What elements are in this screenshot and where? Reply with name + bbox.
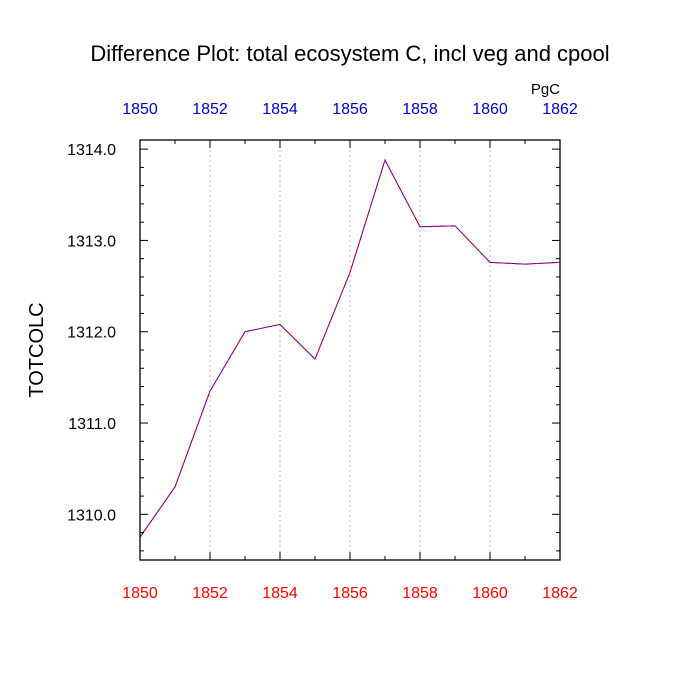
x-tick-label-top-1854: 1854 (262, 101, 298, 118)
data-series (139, 158, 561, 538)
chart-title: Difference Plot: total ecosystem C, incl… (90, 41, 609, 66)
x-tick-label-bottom-1862: 1862 (542, 585, 578, 602)
x-tick-label-top-1852: 1852 (192, 101, 228, 118)
x-tick-label-bottom-1852: 1852 (192, 585, 228, 602)
y-tick-label-1310: 1310.0 (67, 507, 116, 524)
x-tick-label-top-1862: 1862 (542, 101, 578, 118)
x-tick-label-top-1856: 1856 (332, 101, 368, 118)
x-tick-label-bottom-1856: 1856 (332, 585, 368, 602)
y-tick-label-1314: 1314.0 (67, 142, 116, 159)
x-tick-label-bottom-1850: 1850 (122, 585, 158, 602)
plot-frame (139, 139, 561, 561)
x-tick-label-top-1860: 1860 (472, 101, 508, 118)
axis-tick-labels: 1850 1850 1852 1852 1854 1854 1856 1856 1858 1858… (67, 101, 578, 602)
y-tick-label-1311: 1311.0 (68, 416, 116, 433)
x-tick-label-top-1858: 1858 (402, 101, 438, 118)
x-tick-label-bottom-1854: 1854 (262, 585, 298, 602)
units-label: PgC (531, 81, 560, 98)
y-tick-label-1312: 1312.0 (67, 325, 116, 342)
x-tick-label-bottom-1860: 1860 (472, 585, 508, 602)
y-axis-label: TOTCOLC (26, 302, 48, 397)
grid-lines (209, 140, 491, 560)
x-tick-label-top-1850: 1850 (122, 101, 158, 118)
x-tick-label-bottom-1858: 1858 (402, 585, 438, 602)
series-line-2 (139, 158, 561, 538)
y-tick-label-1313: 1313.0 (67, 233, 116, 250)
